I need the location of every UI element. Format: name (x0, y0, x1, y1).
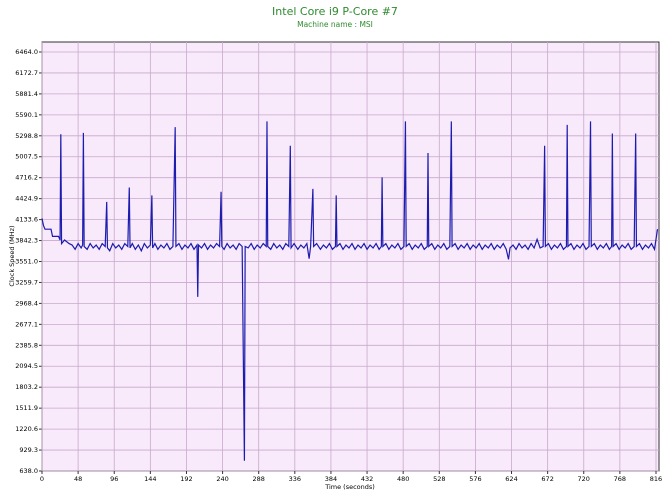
y-tick-label: 4133.6 (15, 216, 38, 224)
y-tick-label: 2385.8 (15, 341, 38, 349)
y-tick-label: 638.0 (19, 467, 38, 475)
chart-title: Intel Core i9 P-Core #7 (272, 5, 398, 18)
x-tick-label: 768 (614, 475, 626, 483)
y-axis-label: Clock Speed (MHz) (8, 225, 16, 286)
y-tick-label: 3259.7 (15, 278, 38, 286)
x-tick-label: 480 (397, 475, 409, 483)
y-tick-label: 2968.4 (15, 299, 38, 307)
x-axis-label: Time (seconds) (324, 483, 375, 491)
x-tick-label: 48 (74, 475, 82, 483)
y-tick-label: 1511.9 (15, 404, 38, 412)
y-tick-label: 5590.1 (15, 111, 38, 119)
x-tick-label: 192 (180, 475, 192, 483)
y-tick-label: 5881.4 (15, 90, 38, 98)
y-tick-label: 2677.1 (15, 320, 38, 328)
y-tick-label: 3842.3 (15, 237, 38, 245)
x-tick-label: 576 (469, 475, 481, 483)
y-tick-label: 1220.6 (15, 425, 38, 433)
x-tick-label: 432 (361, 475, 373, 483)
x-tick-label: 624 (505, 475, 517, 483)
x-tick-label: 0 (40, 475, 44, 483)
x-tick-label: 384 (325, 475, 337, 483)
x-tick-label: 336 (289, 475, 301, 483)
x-tick-label: 816 (650, 475, 662, 483)
y-tick-label: 1803.2 (15, 383, 38, 391)
y-tick-label: 4716.2 (15, 174, 38, 182)
y-tick-label: 6172.7 (15, 69, 38, 77)
x-tick-label: 672 (541, 475, 553, 483)
x-tick-label: 528 (433, 475, 445, 483)
y-tick-label: 4424.9 (15, 195, 38, 203)
y-tick-label: 5298.8 (15, 132, 38, 140)
y-tick-label: 6464.0 (15, 48, 38, 56)
x-tick-label: 288 (252, 475, 264, 483)
x-tick-label: 720 (578, 475, 590, 483)
data-line (41, 121, 659, 461)
y-tick-label: 929.3 (19, 446, 38, 454)
y-tick-label: 3551.0 (15, 257, 38, 265)
y-tick-label: 2094.5 (15, 362, 38, 370)
plot-area (41, 41, 660, 472)
chart-subtitle: Machine name : MSI (297, 20, 373, 29)
x-tick-label: 96 (110, 475, 118, 483)
y-tick-label: 5007.5 (15, 153, 38, 161)
x-tick-label: 240 (216, 475, 228, 483)
x-tick-label: 144 (144, 475, 156, 483)
